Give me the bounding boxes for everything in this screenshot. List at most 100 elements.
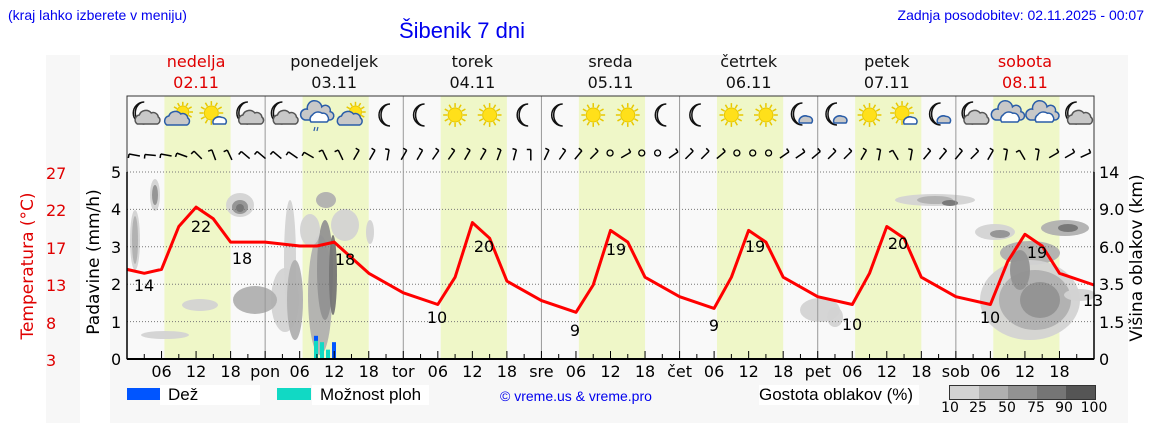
day-date: 02.11	[173, 73, 219, 92]
temperature-value-label: 18	[232, 249, 252, 268]
temperature-value-label: 10	[427, 308, 447, 327]
sun-icon	[857, 103, 882, 127]
wind-barb-icon	[353, 147, 360, 161]
x-tick-label: čet	[667, 362, 692, 381]
wind-barb-icon	[512, 147, 518, 161]
precip-tick: 0	[111, 350, 122, 369]
x-tick-label: 12	[738, 362, 758, 381]
wind-barb-icon	[700, 147, 710, 160]
temperature-tick: 17	[46, 238, 67, 258]
day-date: 05.11	[587, 73, 634, 92]
temperature-tick: 8	[46, 313, 57, 333]
x-tick-label: 18	[773, 362, 793, 381]
wind-barb-icon	[843, 147, 853, 160]
wind-barb-icon	[301, 151, 314, 159]
wind-barb-icon	[938, 147, 948, 160]
wind-barb-icon	[1015, 149, 1026, 161]
moon-cloud-icon	[961, 101, 990, 125]
wind-barb-icon	[888, 149, 899, 161]
day-name: petek	[864, 52, 910, 71]
day-date: 03.11	[311, 73, 358, 92]
wind-barb-icon	[334, 149, 344, 161]
x-tick-label: 06	[566, 362, 586, 381]
day-name: torek	[451, 52, 494, 71]
moon-small-cloud-icon	[790, 102, 814, 126]
temperature-value-label: 13	[1083, 291, 1103, 310]
copyright-link[interactable]: © vreme.us & vreme.pro	[500, 388, 652, 404]
wind-barb-icon	[143, 153, 156, 159]
wind-barb-icon	[496, 147, 502, 161]
day-date: 08.11	[1002, 73, 1048, 92]
wind-barb-icon	[606, 149, 614, 157]
temperature-value-label: 19	[606, 240, 626, 259]
temperature-value-label: 19	[1027, 243, 1047, 262]
x-tick-label: 06	[289, 362, 309, 381]
wind-barb-icon	[638, 149, 646, 157]
wind-barb-icon	[1048, 148, 1060, 159]
cloud-density-swatch	[1066, 386, 1095, 399]
wind-barb-icon	[238, 150, 251, 160]
wind-barb-icon	[1003, 148, 1009, 161]
x-tick-label: 12	[186, 362, 206, 381]
sun-icon	[754, 103, 778, 127]
moon-small-cloud-icon	[825, 102, 848, 126]
x-tick-label: 06	[842, 362, 862, 381]
day-date: 04.11	[449, 73, 496, 92]
precip-tick: 2	[111, 275, 122, 295]
sun-cloud-icon	[336, 101, 366, 126]
wind-barb-icon	[269, 150, 282, 160]
temperature-tick: 3	[46, 351, 57, 370]
cloud-height-tick: 1.5	[1099, 312, 1125, 332]
temperature-value-label: 9	[709, 316, 719, 335]
shower-legend-swatch	[277, 388, 311, 400]
wind-barb-icon	[779, 148, 790, 159]
moon-cloud-icon	[236, 101, 265, 125]
wind-barb-icon	[447, 147, 456, 160]
x-tick-label: 06	[151, 362, 171, 381]
sun-small-cloud-icon	[199, 101, 227, 125]
day-name: ponedeljek	[290, 52, 379, 71]
moon-small-cloud-icon	[928, 102, 952, 126]
wind-barb-icon	[764, 149, 773, 157]
cloud-density-swatch	[950, 386, 979, 399]
wind-barb-icon	[876, 148, 882, 161]
x-tick-label: 12	[877, 362, 897, 381]
cloud-density-scale	[949, 385, 1096, 400]
sun-icon	[477, 103, 502, 127]
wind-barb-icon	[174, 152, 188, 158]
precipitation-bars	[314, 335, 336, 359]
x-tick-label: 18	[359, 362, 379, 381]
temperature-value-label: 10	[980, 308, 1000, 327]
wind-barb-icon	[558, 147, 567, 160]
wind-barb-icon	[1034, 148, 1040, 161]
day-date: 07.11	[863, 73, 910, 92]
wind-barb-icon	[733, 149, 741, 157]
moon-cloud-icon	[270, 101, 299, 125]
wind-barb-icon	[795, 148, 806, 159]
location-menu-hint[interactable]: (kraj lahko izberete v meniju)	[8, 7, 187, 23]
wind-barb-icon	[416, 147, 424, 161]
cloud-density-tick: 100	[1080, 400, 1108, 416]
sun-icon	[443, 103, 467, 127]
day-date: 06.11	[725, 73, 772, 92]
x-tick-label: 12	[600, 362, 620, 381]
temperature-value-label: 19	[745, 237, 765, 256]
wind-barb-icon	[954, 147, 963, 160]
x-tick-label: pet	[805, 362, 831, 381]
wind-barb-icon	[922, 147, 932, 160]
cloud-density-tick: 90	[1055, 400, 1073, 416]
temperature-value-label: 20	[888, 234, 908, 253]
wind-barb-icon	[431, 147, 440, 160]
x-tick-label: 18	[497, 362, 517, 381]
page-title: Šibenik 7 dni	[399, 18, 525, 43]
temperature-labels: 14 22 18 18 10 20 9 19 9 19 10 20 10 19 13	[134, 217, 1103, 340]
precip-tick: 3	[111, 237, 122, 257]
temperature-tick: 22	[46, 201, 67, 221]
wind-barb-icon	[526, 148, 532, 161]
temperature-value-label: 9	[570, 321, 580, 340]
sun-small-cloud-icon	[890, 101, 918, 125]
x-axis-ticks: 06 12 18 pon 06 12 18 tor 06 12 18 sre 06 12 18 čet 06 12…	[143, 351, 1078, 381]
wind-barbs	[127, 147, 1092, 161]
daylight-bands	[127, 96, 1094, 359]
wind-barb-icon	[368, 147, 376, 161]
